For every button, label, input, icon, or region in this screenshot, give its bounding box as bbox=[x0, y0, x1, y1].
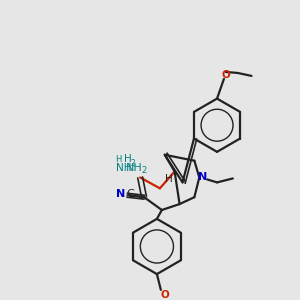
Text: NH: NH bbox=[126, 163, 143, 172]
Text: H: H bbox=[165, 174, 172, 184]
Text: NH: NH bbox=[116, 163, 131, 172]
Text: H: H bbox=[124, 154, 132, 164]
Text: O: O bbox=[160, 290, 169, 300]
Text: N: N bbox=[116, 189, 125, 199]
Text: 2: 2 bbox=[131, 159, 136, 168]
Text: 2: 2 bbox=[141, 166, 146, 175]
Text: C: C bbox=[126, 189, 134, 199]
Text: N: N bbox=[198, 172, 207, 182]
Text: H: H bbox=[115, 155, 122, 164]
Text: O: O bbox=[221, 70, 230, 80]
